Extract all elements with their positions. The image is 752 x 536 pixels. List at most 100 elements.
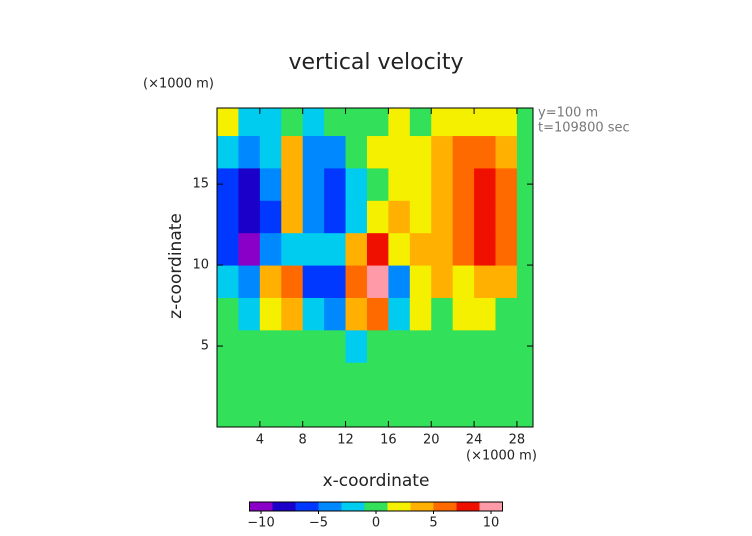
heat-cell xyxy=(217,265,239,298)
heat-cell xyxy=(388,200,411,234)
heat-cell xyxy=(516,135,534,169)
heat-cell xyxy=(388,135,411,169)
heat-cell xyxy=(366,167,389,201)
heat-cell xyxy=(516,200,534,234)
heat-cell xyxy=(474,108,497,137)
heat-cell xyxy=(345,108,368,137)
heat-cell xyxy=(388,362,411,396)
heat-cell xyxy=(409,135,432,169)
heat-cell xyxy=(302,135,325,169)
heat-cell xyxy=(366,265,389,298)
x-axis-label: x-coordinate xyxy=(323,471,430,491)
heat-cell xyxy=(259,200,282,234)
heat-cell xyxy=(495,135,518,169)
heat-cell xyxy=(388,108,411,137)
heat-cell xyxy=(259,362,282,396)
heat-cell xyxy=(452,394,475,428)
heat-cell xyxy=(302,232,325,266)
heat-cell xyxy=(431,297,454,331)
colorbar-swatch xyxy=(318,502,342,511)
heat-cell xyxy=(495,265,518,298)
heat-cell xyxy=(281,167,304,201)
heat-cell xyxy=(474,167,497,201)
heat-cell xyxy=(409,329,432,363)
colorbar-tick-label: 10 xyxy=(483,516,500,531)
y-unit: (×1000 m) xyxy=(143,77,214,92)
heat-cell xyxy=(324,265,347,298)
heat-cell xyxy=(452,108,475,137)
heat-cell xyxy=(281,265,304,298)
heat-cell xyxy=(345,265,368,298)
heat-cell xyxy=(217,135,239,169)
heat-cell xyxy=(495,394,518,428)
heat-cell xyxy=(281,108,304,137)
heat-cell xyxy=(452,232,475,266)
heat-cell xyxy=(302,200,325,234)
colorbar-tick-label: 5 xyxy=(429,516,437,531)
heat-cell xyxy=(302,108,325,137)
heat-cell xyxy=(366,297,389,331)
heat-cell xyxy=(516,394,534,428)
colorbar-swatch xyxy=(387,502,411,511)
x-tick-label: 8 xyxy=(299,433,307,448)
heat-cell xyxy=(345,329,368,363)
colorbar-swatch xyxy=(456,502,480,511)
colorbar-swatch xyxy=(341,502,365,511)
heat-cell xyxy=(388,394,411,428)
heat-cell xyxy=(474,362,497,396)
heat-cell xyxy=(452,135,475,169)
y-tick-label: 5 xyxy=(201,339,209,354)
heat-cell xyxy=(217,167,239,201)
heat-cell xyxy=(366,329,389,363)
heat-cell xyxy=(217,329,239,363)
heat-cell xyxy=(238,265,261,298)
heat-cell xyxy=(324,135,347,169)
heat-cell xyxy=(409,265,432,298)
heat-cell xyxy=(238,297,261,331)
heat-cell xyxy=(516,329,534,363)
heat-cell xyxy=(259,329,282,363)
heat-cell xyxy=(238,362,261,396)
heat-cell xyxy=(388,167,411,201)
heat-cell xyxy=(474,232,497,266)
heat-cell xyxy=(409,167,432,201)
heat-cell xyxy=(281,362,304,396)
y-tick-label: 15 xyxy=(192,177,209,192)
heat-cell xyxy=(495,297,518,331)
heat-cell xyxy=(474,265,497,298)
heat-cell xyxy=(495,200,518,234)
heat-cell xyxy=(324,394,347,428)
heat-cell xyxy=(431,135,454,169)
heat-cell xyxy=(259,167,282,201)
heat-cell xyxy=(388,232,411,266)
heat-cell xyxy=(302,394,325,428)
heat-cell xyxy=(345,232,368,266)
heat-cell xyxy=(516,108,534,137)
heat-cell xyxy=(409,362,432,396)
heat-cell xyxy=(324,232,347,266)
heat-cell xyxy=(431,329,454,363)
x-tick-label: 12 xyxy=(337,433,354,448)
colorbar-swatch xyxy=(295,502,319,511)
heat-cell xyxy=(345,135,368,169)
heat-cell xyxy=(238,394,261,428)
x-tick-label: 4 xyxy=(256,433,264,448)
heat-cell xyxy=(302,167,325,201)
heat-cell xyxy=(495,329,518,363)
heat-cell xyxy=(452,200,475,234)
heat-cell xyxy=(217,297,239,331)
heat-cell xyxy=(516,265,534,298)
colorbar-swatch xyxy=(364,502,388,511)
heat-cell xyxy=(238,135,261,169)
heat-cell xyxy=(516,167,534,201)
heat-cell xyxy=(452,329,475,363)
heat-cell xyxy=(431,200,454,234)
heat-cell xyxy=(409,297,432,331)
colorbar-tick-label: 0 xyxy=(372,516,380,531)
chart-title: vertical velocity xyxy=(288,50,463,75)
heat-cell xyxy=(431,362,454,396)
heat-cell xyxy=(366,108,389,137)
heat-cell xyxy=(345,362,368,396)
heat-cell xyxy=(238,108,261,137)
colorbar-swatch xyxy=(410,502,434,511)
